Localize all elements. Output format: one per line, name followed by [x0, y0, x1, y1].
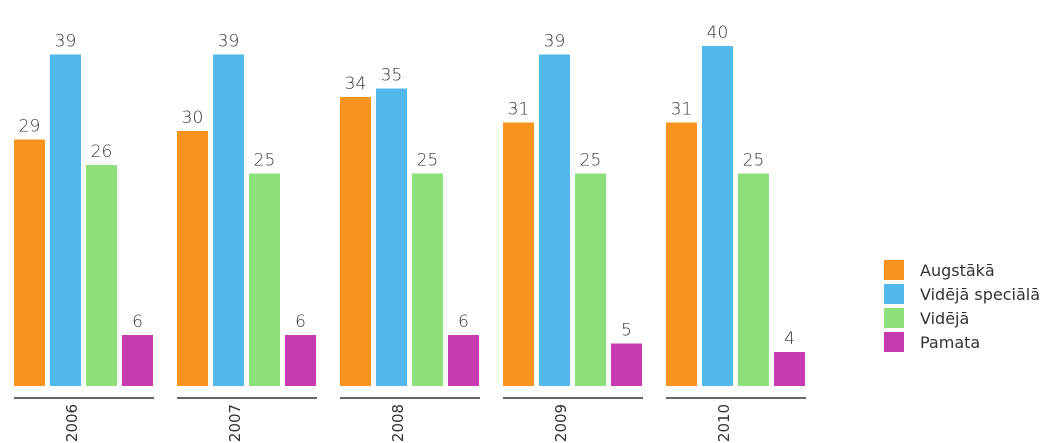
data-label-augstaka-2009: 31 [508, 100, 530, 120]
category-label-2007: 2007 [226, 404, 244, 442]
category-label-2006: 2006 [63, 404, 81, 442]
data-label-videja-2010: 25 [743, 151, 765, 171]
data-label-augstaka-2010: 31 [671, 100, 693, 120]
data-label-videja-speciala-2008: 35 [381, 66, 403, 86]
data-label-pamata-2010: 4 [784, 329, 795, 349]
bar-pamata-2006 [122, 335, 153, 386]
data-label-videja-2009: 25 [580, 151, 602, 171]
bar-augstaka-2009 [503, 122, 534, 386]
legend-label: Vidējā [920, 308, 970, 328]
legend-label: Augstākā [920, 260, 995, 280]
legend-label: Pamata [920, 332, 981, 352]
data-label-augstaka-2007: 30 [182, 108, 204, 128]
bar-videja-speciala-2009 [539, 54, 570, 386]
bar-augstaka-2007 [177, 131, 208, 386]
bar-augstaka-2006 [14, 139, 45, 386]
bar-videja-2008 [412, 173, 443, 386]
legend-swatch-pamata [884, 332, 904, 352]
data-label-videja-speciala-2010: 40 [707, 23, 729, 43]
bar-videja-2007 [249, 173, 280, 386]
bar-videja-speciala-2010 [702, 46, 733, 386]
bar-augstaka-2008 [340, 97, 371, 386]
data-label-augstaka-2008: 34 [345, 74, 367, 94]
legend-item-pamata: Pamata [884, 330, 1040, 354]
bar-pamata-2010 [774, 352, 805, 386]
legend-swatch-augstaka [884, 260, 904, 280]
data-label-videja-speciala-2006: 39 [55, 32, 77, 52]
category-label-2008: 2008 [389, 404, 407, 442]
bar-pamata-2009 [611, 343, 642, 386]
legend-item-videja-speciala: Vidējā speciālā [884, 282, 1040, 306]
data-label-pamata-2006: 6 [132, 312, 143, 332]
data-label-videja-speciala-2009: 39 [544, 32, 566, 52]
bar-videja-speciala-2008 [376, 88, 407, 386]
legend: Augstākā Vidējā speciālā Vidējā Pamata [884, 258, 1040, 354]
legend-swatch-videja [884, 308, 904, 328]
data-label-videja-speciala-2007: 39 [218, 32, 240, 52]
category-axis: 2006 2007 2008 2009 2010 [14, 397, 806, 442]
bar-videja-2006 [86, 165, 117, 386]
data-label-pamata-2007: 6 [295, 312, 306, 332]
data-label-videja-2007: 25 [254, 151, 276, 171]
category-label-2009: 2009 [552, 404, 570, 442]
data-label-videja-2008: 25 [417, 151, 439, 171]
legend-label: Vidējā speciālā [920, 284, 1041, 304]
bar-videja-speciala-2007 [213, 54, 244, 386]
bar-videja-2010 [738, 173, 769, 386]
legend-swatch-videja-speciala [884, 284, 904, 304]
legend-item-videja: Vidējā [884, 306, 1040, 330]
legend-item-augstaka: Augstākā [884, 258, 1040, 282]
data-label-pamata-2009: 5 [621, 321, 632, 341]
value-labels-layer: 29 39 26 6 30 39 25 6 34 35 25 6 31 39 25 5 31 40 25 4 [19, 23, 795, 349]
bar-augstaka-2010 [666, 122, 697, 386]
bar-videja-2009 [575, 173, 606, 386]
data-label-augstaka-2006: 29 [19, 117, 41, 137]
bar-pamata-2008 [448, 335, 479, 386]
data-label-pamata-2008: 6 [458, 312, 469, 332]
bar-videja-speciala-2006 [50, 54, 81, 386]
data-label-videja-2006: 26 [91, 142, 113, 162]
category-label-2010: 2010 [715, 404, 733, 442]
bar-pamata-2007 [285, 335, 316, 386]
bars-layer [14, 46, 805, 386]
